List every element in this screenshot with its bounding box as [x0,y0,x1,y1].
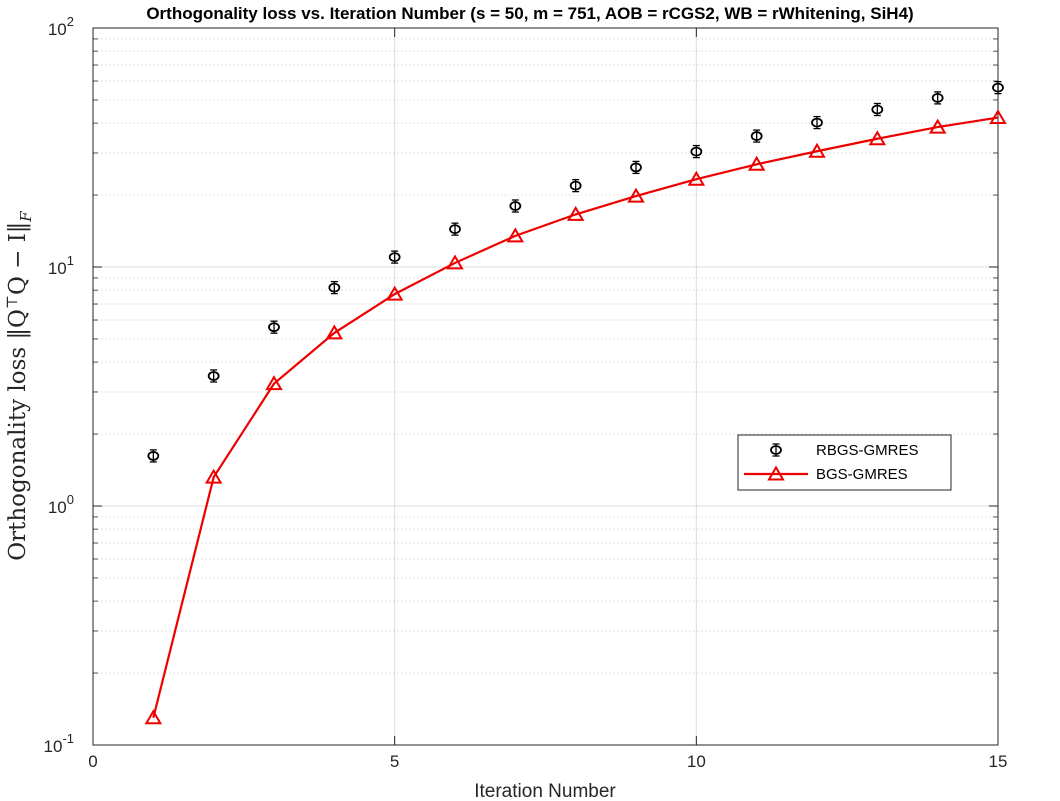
y-axis-label-prefix: Orthogonality loss [5,347,31,561]
axes-box [92,27,999,746]
data-point [811,115,823,130]
legend-marker [767,465,785,481]
series-line [152,116,999,719]
circle-marker [770,445,782,455]
y-axis-label-sup: ⊤ [3,295,21,309]
circle-marker [931,92,944,103]
data-point [627,187,645,203]
circle-marker [992,82,1004,93]
legend: RBGS-GMRES BGS-GMRES [737,434,952,491]
data-point [747,155,766,171]
data-point [992,80,1004,95]
data-point [328,280,341,295]
x-tick-label: 10 [687,752,706,771]
data-point [204,468,223,484]
circle-marker [268,322,280,333]
legend-label: BGS-GMRES [816,466,908,483]
data-point [268,320,280,334]
data-point [325,324,344,340]
x-tick-label: 15 [989,752,1008,771]
series-rbgs-gmres [147,80,1004,463]
legend-marker [770,443,782,457]
data-point [871,102,884,117]
circle-marker [630,162,642,173]
data-point [690,144,703,159]
circle-marker [147,451,160,461]
series-bgs-gmres [144,109,1007,725]
x-tick-label: 0 [88,752,97,771]
y-axis-label-mid: Q − I‖ [5,222,31,295]
legend-label: RBGS-GMRES [816,442,919,459]
data-point [449,222,461,236]
data-point [509,199,522,213]
y-tick-label: 101 [48,253,74,278]
y-axis-label-formula: ‖Q [5,309,31,339]
x-tick-label: 5 [390,752,399,771]
data-point [750,129,763,143]
y-axis-label: Orthogonality loss ‖Q⊤Q − I‖F [3,211,35,561]
circle-marker [509,201,522,211]
circle-marker [871,104,884,115]
data-point [506,227,525,243]
data-point [147,449,160,463]
data-point [569,178,582,193]
y-axis-label-sub: F [17,211,35,223]
circle-marker [388,252,401,263]
data-point [687,170,706,186]
y-tick-label: 100 [48,492,74,517]
circle-marker [569,180,582,191]
data-point [385,285,404,301]
y-tick-label: 10-1 [44,731,74,756]
data-point [928,118,947,134]
data-point [868,130,887,146]
data-point [989,109,1007,125]
axes: 10-1 100 101 102 0 5 10 15 [44,14,1008,771]
data-point [931,91,944,105]
circle-marker [750,131,763,141]
y-tick-label: 102 [48,14,74,39]
data-point [265,375,283,391]
series-layer [144,80,1007,725]
circle-marker [328,282,341,293]
circle-marker [690,146,703,157]
data-point [446,254,464,270]
circle-marker [207,371,220,381]
circle-marker [811,117,823,128]
data-point [207,369,220,383]
data-point [630,160,642,175]
x-axis-label: Iteration Number [474,781,616,801]
data-point [566,205,585,221]
circle-marker [449,224,461,235]
plot-area [93,28,998,745]
chart-title: Orthogonality loss vs. Iteration Number … [146,4,913,23]
data-point [144,709,163,725]
data-point [808,142,826,158]
data-point [388,250,401,264]
